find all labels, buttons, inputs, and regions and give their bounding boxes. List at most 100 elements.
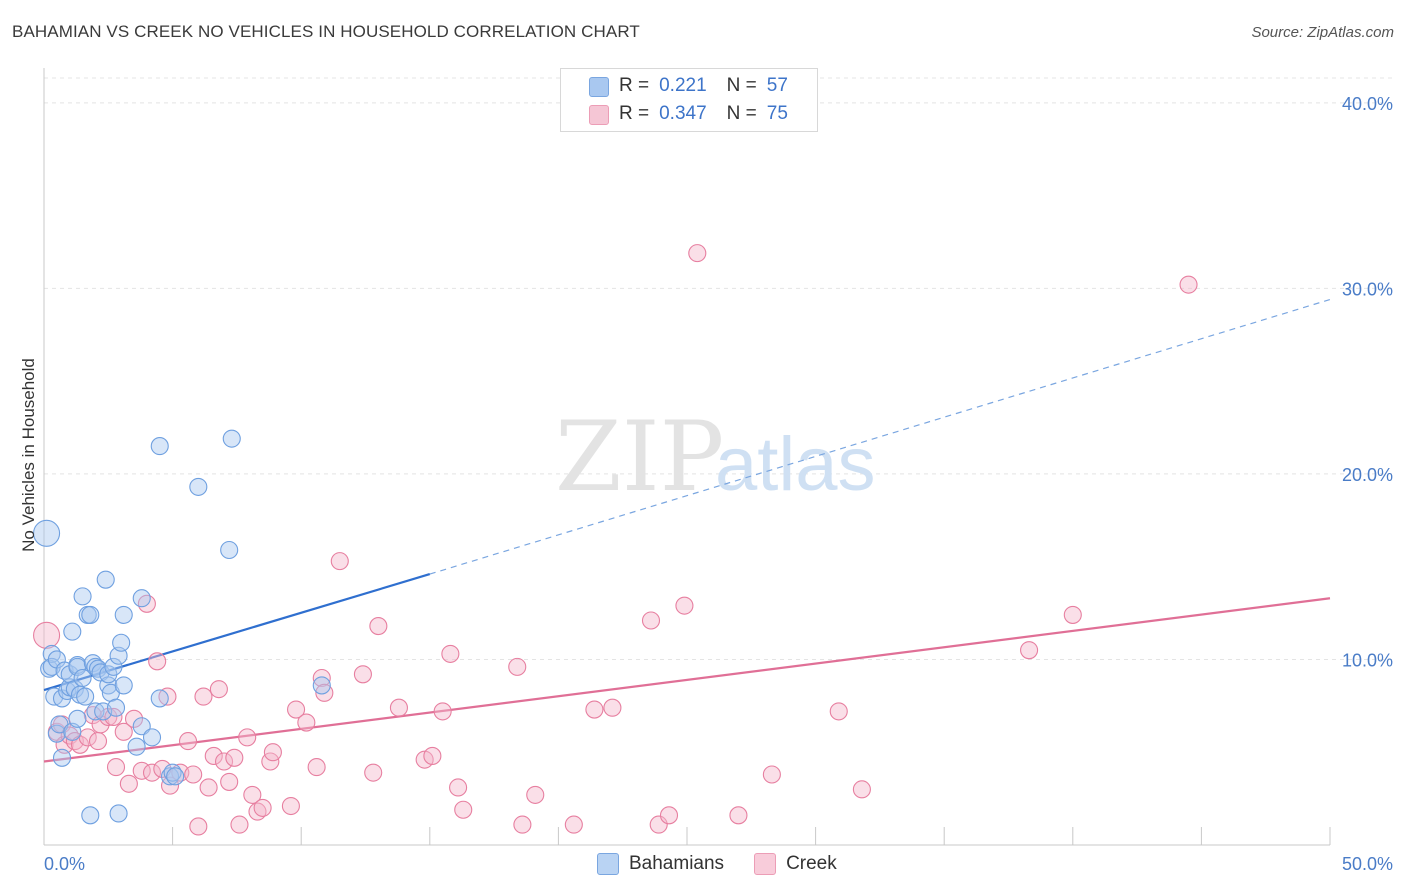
source-label: Source: ZipAtlas.com [1251,24,1394,41]
legend-swatch [754,853,777,875]
data-point-creek [281,796,300,816]
data-point-creek [641,611,661,630]
data-point-bahamians [73,587,92,606]
data-point-creek [526,785,545,804]
data-point-bahamians [40,659,59,678]
data-point-creek [230,815,249,834]
data-point-creek [220,772,239,791]
data-point-creek [114,722,133,741]
data-point-creek [184,765,203,784]
data-point-creek [287,700,306,719]
trend-lines [43,298,1331,763]
watermark: ZIP atlas [555,401,876,513]
data-point-creek [88,732,108,751]
data-point-bahamians [112,633,131,652]
data-point-creek [762,765,781,784]
data-point-creek [389,698,408,717]
data-point-creek [449,778,468,797]
data-point-bahamians [127,737,146,756]
x-tick-label: 50.0% [1342,854,1393,874]
data-point-creek [513,815,532,834]
data-point-creek [137,594,156,613]
x-tick-label: 0.0% [44,854,85,874]
data-point-bahamians [104,657,123,676]
data-point-creek [585,700,604,719]
data-point-creek [238,728,257,747]
legend-r-value: 0.347 [659,103,707,124]
data-point-bahamians [150,689,169,708]
legend-n-label: N = [726,103,757,124]
legend-item-creek: Creek [754,853,837,875]
data-point-bahamians [109,804,128,823]
data-point-creek [1179,275,1198,294]
data-point-bahamians [222,429,241,448]
data-point-creek [330,552,349,571]
legend-n-label: N = [726,75,757,96]
data-point-creek [423,746,442,765]
data-point-bahamians [114,676,133,695]
data-point-bahamians [106,698,126,717]
y-tick-label: 10.0% [1342,650,1393,670]
data-point-creek [307,758,326,777]
data-point-creek [649,815,668,834]
legend-r-label: R = [619,75,650,96]
legend-swatch [597,853,619,875]
data-point-creek [209,680,228,699]
legend-swatch-bahamians [589,77,609,97]
legend-row-creek: R = 0.347 N = 75 [619,102,788,126]
legend-n-value: 75 [766,103,788,124]
legend-n-value: 57 [766,75,788,96]
data-point-bahamians [81,605,100,624]
data-point-creek [124,709,144,728]
tick-labels: 10.0% 20.0% 30.0% 40.0% 0.0% 50.0% [44,94,1393,874]
legend-r-label: R = [619,103,650,124]
data-point-creek [297,713,316,732]
data-point-creek [225,748,244,767]
data-point-creek [194,687,213,706]
data-point-creek [454,800,473,819]
data-point-creek [441,644,460,663]
legend-item-bahamians: Bahamians [597,853,724,875]
trend-line-bahamians-extension [429,298,1331,575]
data-point-bahamians [114,605,133,624]
y-axis-label: No Vehicles in Household [19,358,38,552]
data-point-creek [364,763,383,782]
data-point-bahamians [73,668,92,688]
data-point-bahamians [33,519,61,547]
stats-legend: R = 0.221 N = 57 R = 0.347 N = 75 [560,68,818,132]
watermark-atlas: atlas [715,422,876,507]
series-legend: Bahamians Creek [597,852,867,876]
data-point-bahamians [96,570,115,589]
data-point-creek [353,665,372,684]
data-point-creek [1063,605,1082,624]
grid-lines [44,77,1395,660]
data-point-creek [603,698,622,717]
data-point-creek [315,683,334,702]
legend-row-bahamians: R = 0.221 N = 57 [619,74,788,98]
data-point-creek [263,743,282,762]
data-point-bahamians [189,477,208,496]
data-point-creek [1020,641,1039,660]
trend-line-bahamians [43,573,431,692]
data-point-creek [508,657,527,676]
data-point-bahamians [76,687,95,706]
data-point-bahamians [63,622,82,641]
data-point-bahamians [132,717,151,736]
data-point-bahamians [42,644,61,663]
data-point-creek [312,668,331,688]
data-point-creek [688,244,707,263]
data-point-creek [199,778,218,797]
data-point-creek [33,621,61,649]
data-point-creek [253,798,272,817]
legend-swatch-creek [589,105,609,125]
legend-r-value: 0.221 [659,75,707,96]
data-point-bahamians [150,437,169,456]
data-point-bahamians [166,767,185,786]
data-point-bahamians [52,748,72,767]
data-point-creek [433,702,452,721]
data-point-creek [852,780,871,799]
data-point-bahamians [86,702,105,721]
chart-title: BAHAMIAN VS CREEK NO VEHICLES IN HOUSEHO… [12,22,640,41]
data-point-creek [119,774,138,793]
data-point-creek [148,652,167,671]
